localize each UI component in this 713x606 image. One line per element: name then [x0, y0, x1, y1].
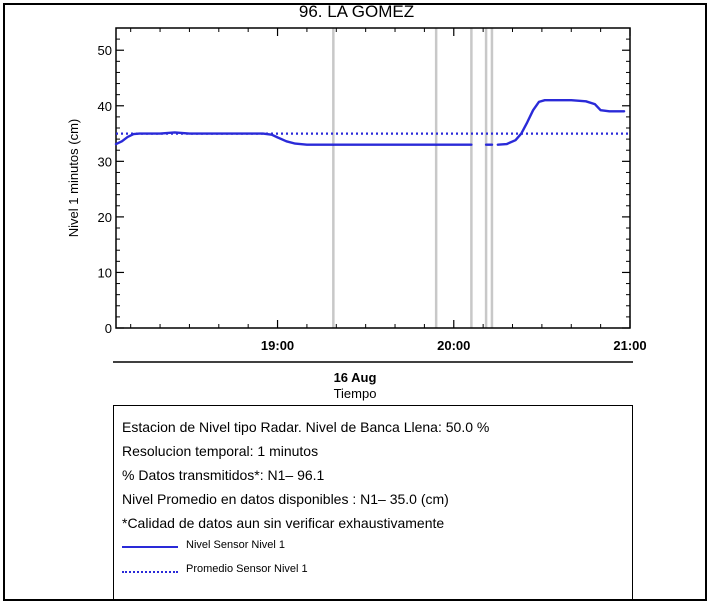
y-tick-label: 40 [98, 99, 112, 114]
info-average: Nivel Promedio en datos disponibles : N1… [122, 491, 449, 507]
y-tick-label: 50 [98, 43, 112, 58]
x-tick-label: 21:00 [613, 338, 646, 353]
x-tick-label: 19:00 [261, 338, 294, 353]
axis-ticks: 0 10 20 30 40 50 19:00 20:00 21:00 [98, 27, 647, 353]
x-tick-label: 20:00 [437, 338, 470, 353]
date-label: 16 Aug [333, 370, 377, 385]
x-axis-title: Tiempo [333, 386, 377, 401]
y-axis-title: Nivel 1 minutos (cm) [66, 119, 81, 237]
plot-area-frame [115, 27, 631, 329]
y-tick-label: 30 [98, 154, 112, 169]
y-tick-label: 10 [98, 265, 112, 280]
info-transmitted: % Datos transmitidos*: N1– 96.1 [122, 467, 325, 483]
series-layer [114, 98, 630, 146]
sensor-series-line [496, 98, 626, 146]
legend-dotted-swatch [122, 571, 178, 573]
level-chart: 0 10 20 30 40 50 19:00 20:00 21:00 Nivel 1 minut… [66, 27, 647, 363]
info-resolution: Resolucion temporal: 1 minutos [122, 443, 319, 459]
legend-item-sensor: Nivel Sensor Nivel 1 [122, 535, 632, 559]
chart-title: 96. LA GOMEZ [298, 2, 415, 21]
legend-average-label: Promedio Sensor Nivel 1 [186, 563, 308, 575]
sensor-series-line [114, 131, 335, 146]
data-gap-lines [332, 28, 494, 328]
info-quality-note: *Calidad de datos aun sin verificar exha… [122, 515, 445, 531]
legend-solid-swatch [122, 546, 178, 548]
info-box: Estacion de Nivel tipo Radar. Nivel de B… [113, 405, 633, 601]
y-tick-label: 0 [105, 321, 112, 336]
legend-sensor-label: Nivel Sensor Nivel 1 [186, 539, 286, 551]
legend-item-average: Promedio Sensor Nivel 1 [122, 559, 632, 583]
y-tick-label: 20 [98, 210, 112, 225]
info-station-type: Estacion de Nivel tipo Radar. Nivel de B… [122, 419, 490, 435]
